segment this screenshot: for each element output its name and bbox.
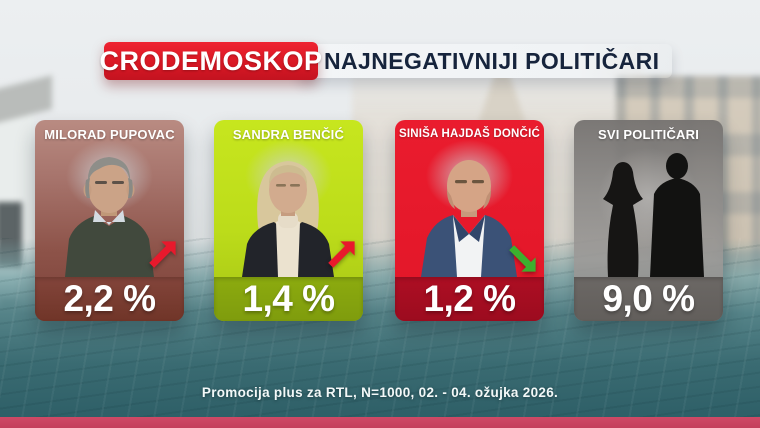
headline-strip: NAJNEGATIVNIJI POLITIČARI: [300, 44, 672, 78]
silhouettes-all-politicians: [574, 146, 723, 277]
percentage-value: 9,0 %: [602, 278, 695, 319]
avatar-milorad-pupovac: [35, 146, 184, 277]
card-sinisa-hajdas-doncic: SINIŠA HAJDAŠ DONČIĆ 1,2 %: [395, 120, 544, 321]
value-strip: 9,0 %: [574, 277, 723, 321]
value-strip: 1,2 %: [395, 277, 544, 321]
value-strip: 1,4 %: [214, 277, 363, 321]
card-milorad-pupovac: MILORAD PUPOVAC 2,2 %: [35, 120, 184, 321]
percentage-value: 2,2 %: [63, 278, 156, 319]
crodemoskop-badge: CRODEMOSKOP: [99, 42, 322, 80]
avatar-sinisa-hajdas-doncic: [395, 146, 544, 277]
bottom-accent-bar: [0, 417, 760, 428]
trend-down-arrow-icon: [509, 245, 536, 272]
value-strip: 2,2 %: [35, 277, 184, 321]
brand-text: CRODEMOSKOP: [99, 45, 323, 76]
source-caption: Promocija plus za RTL, N=1000, 02. - 04.…: [201, 385, 559, 400]
headline-text: NAJNEGATIVNIJI POLITIČARI: [324, 47, 660, 74]
avatar-sandra-bencic: [214, 146, 363, 277]
percentage-value: 1,4 %: [242, 278, 335, 319]
percentage-value: 1,2 %: [423, 278, 516, 319]
politician-name: SINIŠA HAJDAŠ DONČIĆ: [399, 128, 540, 140]
card-svi-politicari: SVI POLITIČARI 9,0 %: [574, 120, 723, 321]
trend-up-arrow-icon: [149, 241, 176, 268]
left-building-roof: [0, 75, 52, 127]
trend-up-arrow-icon: [328, 241, 355, 268]
group-label: SVI POLITIČARI: [597, 126, 700, 142]
politician-name: SANDRA BENČIĆ: [232, 126, 345, 142]
politician-name: MILORAD PUPOVAC: [44, 126, 175, 142]
card-sandra-bencic: SANDRA BENČIĆ 1,4 %: [214, 120, 363, 321]
